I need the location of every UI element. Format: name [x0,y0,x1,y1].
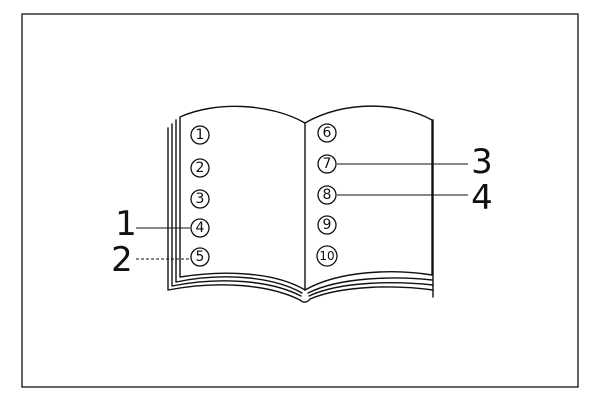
marker-label: 9 [323,217,332,233]
marker-label: 2 [196,160,205,176]
marker-label: 7 [323,156,332,172]
marker-circle: 9 [317,215,337,235]
marker-circle: 10 [316,245,338,267]
marker-circle: 2 [190,158,210,178]
callout-3: 3 [471,142,493,182]
marker-circle: 8 [317,185,337,205]
callout-4: 4 [471,178,493,218]
callout-1: 1 [115,204,137,244]
marker-label: 10 [319,249,334,263]
marker-label: 5 [196,249,205,265]
marker-label: 3 [196,191,205,207]
right-page [304,105,433,291]
left-page-markers: 1 2 3 4 5 [190,125,210,267]
right-page-markers: 6 7 8 9 10 [316,123,338,267]
marker-label: 4 [196,220,205,236]
outer-frame [21,13,579,388]
marker-circle: 1 [190,125,210,145]
open-book-illustration [167,105,434,303]
marker-label: 6 [323,125,332,141]
marker-label: 8 [323,187,332,203]
marker-circle: 6 [317,123,337,143]
marker-circle: 5 [190,247,210,267]
marker-circle: 7 [317,154,337,174]
book-spine [299,298,311,303]
right-page-stack [307,119,434,300]
marker-circle: 3 [190,189,210,209]
callout-labels: 1 2 3 4 [111,142,493,280]
marker-circle: 4 [190,218,210,238]
leader-lines [136,163,468,260]
callout-2: 2 [111,240,133,280]
marker-label: 1 [196,127,205,143]
left-page-stack [167,119,303,301]
